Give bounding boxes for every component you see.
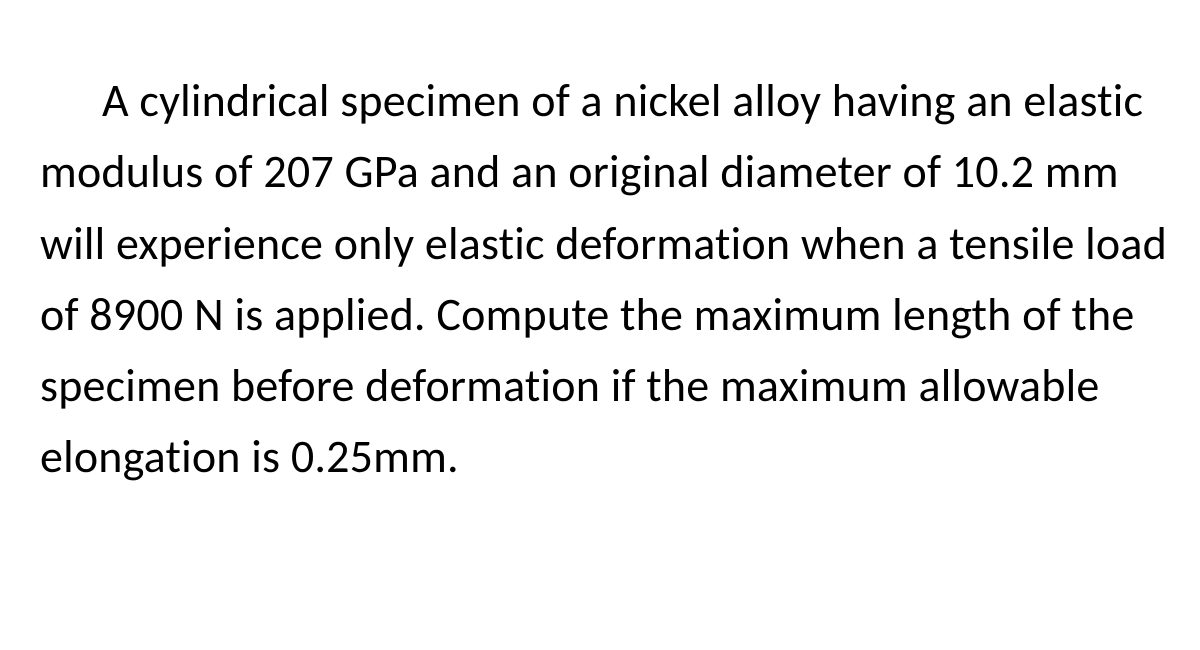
problem-statement: A cylindrical specimen of a nickel alloy… xyxy=(40,66,1170,494)
page: A cylindrical specimen of a nickel alloy… xyxy=(0,0,1200,650)
